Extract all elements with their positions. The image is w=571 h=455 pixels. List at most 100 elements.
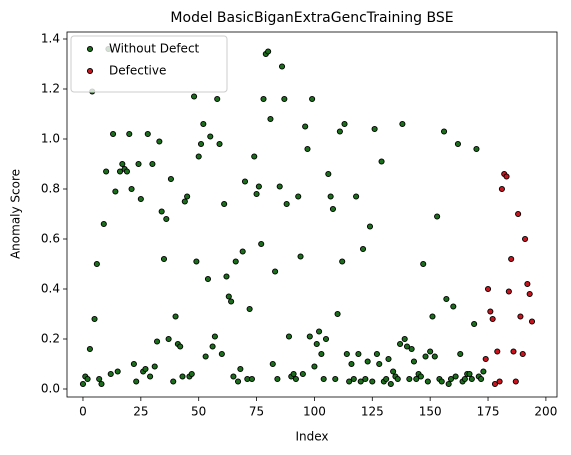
point bbox=[86, 345, 93, 353]
point bbox=[165, 335, 172, 343]
point bbox=[420, 260, 427, 268]
point bbox=[209, 343, 216, 350]
point bbox=[505, 288, 512, 295]
point bbox=[376, 360, 383, 368]
point bbox=[239, 248, 246, 255]
point bbox=[478, 375, 485, 383]
x-tick-label: 50 bbox=[191, 405, 206, 419]
point bbox=[413, 375, 420, 383]
point bbox=[443, 295, 450, 303]
point bbox=[431, 353, 438, 360]
point bbox=[292, 375, 299, 383]
legend-label: Without Defect bbox=[109, 42, 200, 56]
y-tick-label: 0.6 bbox=[41, 232, 60, 246]
point bbox=[417, 373, 424, 380]
point bbox=[482, 355, 489, 363]
point bbox=[112, 188, 119, 195]
legend-marker bbox=[86, 67, 94, 75]
point bbox=[394, 375, 401, 383]
point bbox=[364, 358, 371, 365]
x-tick-label: 125 bbox=[361, 405, 384, 419]
point bbox=[343, 350, 350, 358]
point bbox=[341, 120, 348, 128]
point bbox=[290, 370, 297, 378]
point bbox=[306, 333, 313, 340]
point bbox=[322, 335, 330, 343]
point bbox=[526, 290, 533, 298]
chart-title: Model BasicBiganExtraGencTraining BSE bbox=[170, 10, 453, 26]
point bbox=[223, 273, 230, 280]
y-tick-label: 1.0 bbox=[41, 132, 60, 146]
y-tick-label: 0.2 bbox=[41, 332, 60, 346]
point bbox=[96, 375, 103, 383]
point bbox=[255, 183, 262, 190]
point bbox=[207, 133, 214, 140]
point bbox=[100, 220, 107, 228]
point bbox=[355, 350, 362, 358]
point bbox=[237, 365, 244, 373]
point bbox=[158, 208, 165, 215]
point bbox=[153, 338, 161, 345]
point bbox=[353, 193, 360, 200]
y-tick-label: 0.0 bbox=[41, 382, 60, 396]
point bbox=[130, 360, 137, 368]
point bbox=[468, 375, 475, 383]
point bbox=[170, 378, 177, 385]
point bbox=[457, 350, 464, 358]
point bbox=[403, 343, 411, 350]
point bbox=[184, 193, 191, 200]
point bbox=[519, 350, 526, 358]
point bbox=[325, 170, 332, 178]
point bbox=[195, 153, 202, 160]
point bbox=[253, 190, 260, 198]
point bbox=[128, 185, 135, 193]
point bbox=[274, 375, 281, 383]
point bbox=[524, 280, 531, 288]
point bbox=[151, 363, 158, 370]
point bbox=[473, 145, 480, 153]
point bbox=[297, 253, 304, 260]
point bbox=[489, 315, 496, 323]
point bbox=[350, 375, 357, 383]
x-tick-label: 100 bbox=[303, 405, 326, 419]
point bbox=[452, 373, 459, 380]
point bbox=[123, 168, 130, 175]
point bbox=[216, 140, 223, 148]
point bbox=[272, 268, 279, 275]
point bbox=[332, 375, 339, 383]
point bbox=[316, 328, 323, 335]
point bbox=[160, 255, 168, 263]
point bbox=[295, 193, 302, 200]
point bbox=[494, 348, 501, 355]
point bbox=[234, 378, 242, 385]
point bbox=[362, 375, 369, 383]
point bbox=[422, 353, 429, 360]
point bbox=[302, 123, 309, 130]
point bbox=[399, 120, 406, 128]
point bbox=[79, 380, 87, 388]
point bbox=[517, 313, 524, 320]
point bbox=[181, 198, 188, 205]
point bbox=[327, 193, 334, 200]
point bbox=[410, 358, 418, 365]
point bbox=[320, 375, 327, 383]
point bbox=[369, 378, 376, 385]
point bbox=[248, 375, 255, 383]
point bbox=[137, 195, 144, 203]
x-axis-label: Index bbox=[295, 430, 328, 444]
x-tick-label: 200 bbox=[534, 405, 557, 419]
y-axis-label: Anomaly Score bbox=[9, 169, 23, 259]
point bbox=[366, 223, 374, 230]
point bbox=[241, 178, 249, 185]
point bbox=[387, 380, 394, 388]
point bbox=[267, 115, 274, 123]
point bbox=[336, 128, 343, 135]
point bbox=[496, 378, 503, 385]
point bbox=[114, 368, 121, 375]
point bbox=[251, 153, 258, 160]
point bbox=[211, 333, 218, 340]
point bbox=[221, 200, 228, 208]
point bbox=[383, 375, 390, 383]
point bbox=[309, 95, 316, 103]
